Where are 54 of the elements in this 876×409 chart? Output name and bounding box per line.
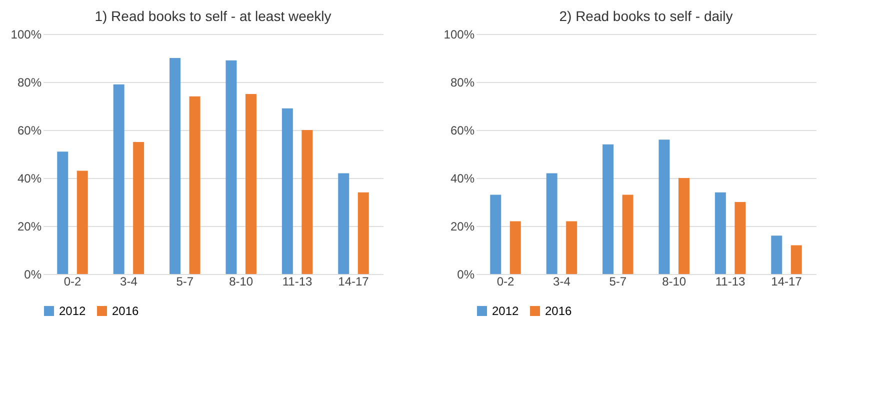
bar	[546, 173, 558, 274]
bar	[602, 144, 614, 274]
bar	[133, 142, 144, 274]
legend-label: 2016	[545, 304, 572, 318]
bar	[113, 84, 124, 274]
bar	[678, 178, 690, 274]
bar	[714, 192, 726, 274]
y-tick-label: 80%	[17, 76, 42, 90]
x-tick-label: 5-7	[176, 274, 194, 288]
bar	[170, 58, 181, 274]
x-tick-label: 11-13	[282, 274, 313, 288]
x-tick-label: 5-7	[609, 274, 627, 288]
y-tick-label: 20%	[450, 220, 475, 234]
bar	[226, 60, 237, 274]
x-tick-label: 11-13	[715, 274, 746, 288]
bar	[338, 173, 350, 274]
bar	[622, 194, 634, 274]
x-tick-label: 0-2	[496, 274, 514, 288]
legend-label: 2016	[112, 304, 140, 318]
x-tick-label: 3-4	[120, 274, 138, 288]
legend-label: 2012	[59, 304, 86, 318]
bar	[76, 170, 88, 274]
bar	[658, 140, 670, 274]
bar	[189, 96, 200, 274]
chart-title: 1) Read books to self - at least weekly	[94, 8, 332, 24]
x-tick-label: 3-4	[553, 274, 571, 288]
bar	[771, 236, 782, 274]
bar	[358, 192, 369, 274]
chart-title: 2) Read books to self - daily	[559, 8, 733, 24]
bar	[302, 130, 313, 274]
bar	[734, 202, 746, 274]
y-tick-label: 0%	[457, 268, 475, 282]
bar	[57, 152, 68, 274]
bar	[245, 94, 256, 274]
x-tick-label: 14-17	[338, 274, 370, 288]
y-tick-label: 20%	[17, 220, 42, 234]
y-tick-label: 100%	[444, 28, 475, 42]
x-tick-label: 14-17	[771, 274, 802, 288]
bar	[282, 108, 293, 274]
y-tick-label: 40%	[17, 172, 42, 186]
y-tick-label: 0%	[24, 268, 42, 282]
bar	[566, 221, 578, 274]
y-tick-label: 40%	[450, 172, 475, 186]
legend-label: 2012	[492, 304, 520, 318]
x-tick-label: 0-2	[64, 274, 82, 288]
x-tick-label: 8-10	[662, 274, 686, 288]
x-tick-label: 8-10	[229, 274, 254, 288]
y-tick-label: 100%	[10, 28, 42, 42]
bar	[790, 245, 802, 274]
y-tick-label: 60%	[450, 124, 475, 138]
bar	[510, 221, 521, 274]
bar	[490, 194, 502, 274]
y-tick-label: 60%	[17, 124, 42, 138]
y-tick-label: 80%	[450, 76, 475, 90]
